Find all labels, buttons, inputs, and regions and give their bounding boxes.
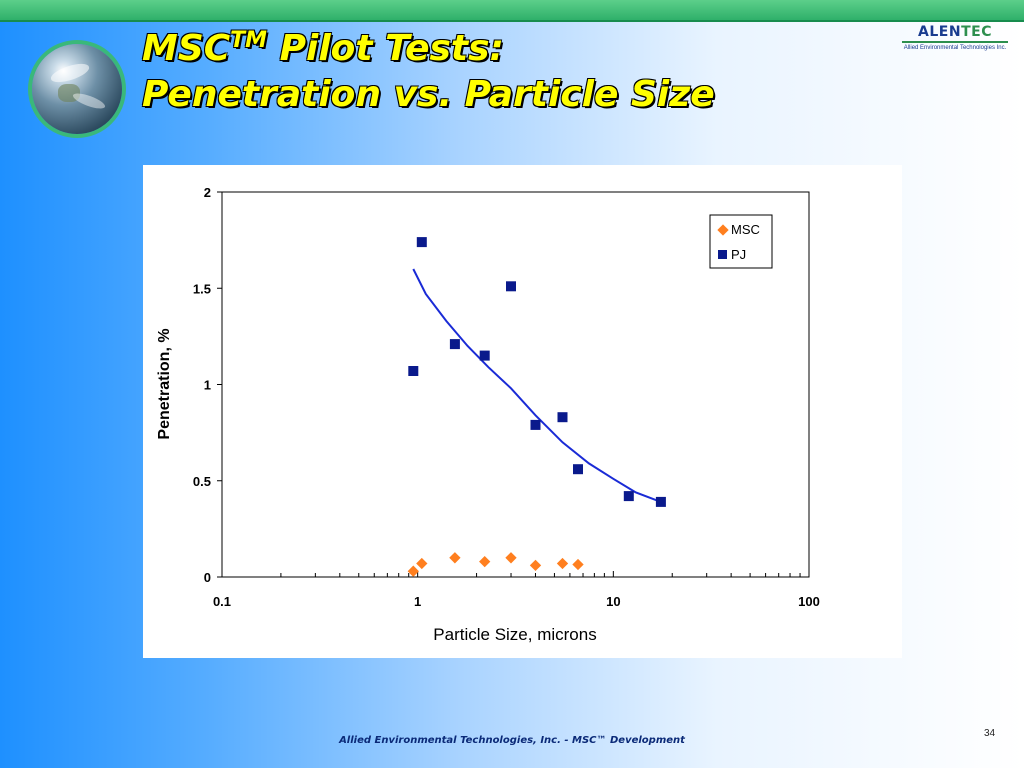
msc-point [529,559,542,572]
trend-layer [412,268,662,503]
pj-point [655,496,666,507]
legend-pj-label: PJ [731,247,746,262]
logo-name-a: ALEN [918,24,962,40]
y-tick-label: 0.5 [193,474,211,489]
legend-box [709,214,773,269]
pj-point [408,366,419,376]
pj-point [506,281,516,292]
y-tick-label: 1 [204,378,211,393]
title-line2: Penetration vs. Particle Size [142,74,715,115]
legend-pj-marker [718,250,727,259]
top-band-line [0,20,1024,22]
y-tick-label: 0 [204,570,211,585]
y-tick-label: 1.5 [193,281,211,296]
logo-name-b: TEC [961,24,992,40]
globe-icon [32,44,122,134]
x-tick-label: 1 [414,594,421,609]
footer-text: Allied Environmental Technologies, Inc. … [339,735,685,746]
pj-point [479,350,490,361]
logo-subtitle: Allied Environmental Technologies Inc. [903,45,1007,51]
y-axis-label: Penetration, % [156,328,173,439]
x-tick-label: 100 [798,594,820,609]
page-number: 34 [984,728,996,739]
scatter-chart: 0.1 1 10 100 0 0.5 1 1.5 2 Particle Size, micro… [156,185,820,644]
y-ticks: 0 0.5 1 1.5 2 [193,185,222,585]
top-band [0,0,1024,20]
pj-point [623,491,634,502]
pj-point [530,419,541,430]
legend: MSC PJ [709,214,773,269]
pj-point [416,237,427,248]
x-tick-label: 10 [606,594,620,609]
y-tick-label: 2 [204,185,211,200]
msc-point [479,555,491,568]
legend-msc-label: MSC [731,222,760,237]
slide-title: MSCTM Pilot Tests: Penetration vs. Parti… [142,18,715,118]
company-logo: ALENTEC Allied Environmental Technologie… [892,24,1018,51]
pj-point [573,464,583,475]
x-axis-label: Particle Size, microns [433,625,596,644]
pj-point [557,412,568,423]
title-prefix: MSC [142,28,231,69]
title-line1-rest: Pilot Tests: [267,28,504,69]
x-ticks: 0.1 1 10 100 [213,571,820,609]
pj-trendline [412,268,662,503]
pj-point [449,339,460,350]
x-tick-label: 0.1 [213,594,231,609]
title-tm: TM [230,28,268,53]
chart-panel: 0.1 1 10 100 0 0.5 1 1.5 2 Particle Size, micro… [143,165,902,658]
